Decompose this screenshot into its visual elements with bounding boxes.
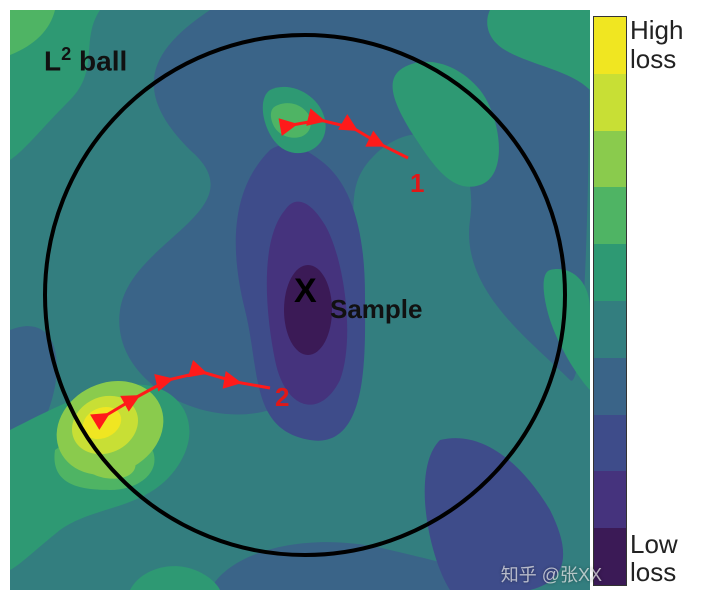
colorbar-swatch-7	[594, 415, 626, 472]
plot-title: L2 ball	[44, 44, 127, 77]
sample-marker: X	[294, 272, 317, 311]
watermark: 知乎 @张XX	[501, 561, 602, 587]
colorbar-swatch-6	[594, 358, 626, 415]
colorbar-label-low: Low loss	[630, 530, 710, 587]
trajectory-1-label: 1	[410, 168, 424, 199]
colorbar-swatch-2	[594, 131, 626, 188]
colorbar-swatch-3	[594, 187, 626, 244]
colorbar	[593, 16, 627, 586]
trajectory-2-label: 2	[275, 382, 289, 413]
sample-label: Sample	[330, 294, 423, 325]
colorbar-swatch-8	[594, 471, 626, 528]
colorbar-swatch-1	[594, 74, 626, 131]
colorbar-label-high: High loss	[630, 16, 710, 73]
colorbar-swatch-0	[594, 17, 626, 74]
colorbar-swatch-4	[594, 244, 626, 301]
colorbar-swatch-5	[594, 301, 626, 358]
